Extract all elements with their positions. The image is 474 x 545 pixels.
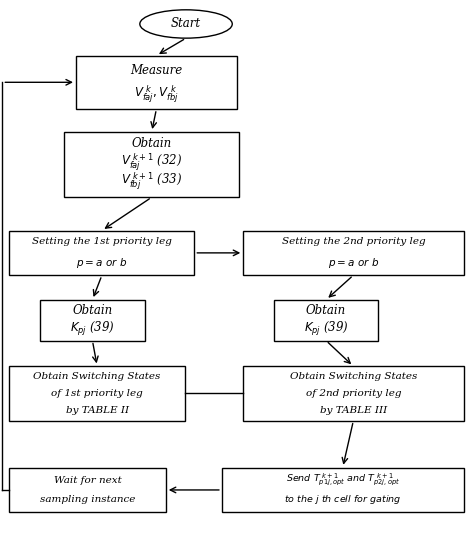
- Text: $V_{faj}^{\ k},V_{fbj}^{\ k}$: $V_{faj}^{\ k},V_{fbj}^{\ k}$: [134, 83, 179, 105]
- Bar: [40, 300, 145, 341]
- Text: Start: Start: [171, 17, 201, 31]
- Text: Obtain: Obtain: [306, 304, 346, 317]
- Text: of 1st priority leg: of 1st priority leg: [51, 389, 143, 398]
- Text: $V_{faj}^{\ k+1}$ (32): $V_{faj}^{\ k+1}$ (32): [121, 151, 182, 173]
- Text: Obtain Switching States: Obtain Switching States: [34, 372, 161, 380]
- Text: $p = a\ or\ b$: $p = a\ or\ b$: [328, 256, 379, 270]
- Text: Obtain Switching States: Obtain Switching States: [290, 372, 417, 380]
- Text: $p = a\ or\ b$: $p = a\ or\ b$: [76, 256, 128, 270]
- Bar: [9, 468, 166, 512]
- Text: $K_{pj}$ (39): $K_{pj}$ (39): [70, 320, 115, 338]
- Bar: [64, 132, 239, 197]
- Bar: [274, 300, 378, 341]
- Text: $Send\ T_{p1j,opt}^{\ k+1}\ and\ T_{p2j,opt}^{\ k+1}$: $Send\ T_{p1j,opt}^{\ k+1}\ and\ T_{p2j,…: [285, 471, 400, 487]
- Text: $to\ the\ j\ th\ cell\ for\ gating$: $to\ the\ j\ th\ cell\ for\ gating$: [284, 493, 401, 506]
- Bar: [76, 56, 237, 109]
- Text: sampling instance: sampling instance: [40, 495, 136, 504]
- Text: Wait for next: Wait for next: [54, 476, 121, 485]
- Text: $K_{pj}$ (39): $K_{pj}$ (39): [304, 320, 348, 338]
- Ellipse shape: [140, 10, 232, 38]
- Text: Measure: Measure: [130, 64, 182, 77]
- Text: by TABLE III: by TABLE III: [320, 407, 387, 415]
- Bar: [9, 366, 185, 421]
- Text: Setting the 1st priority leg: Setting the 1st priority leg: [32, 238, 172, 246]
- Text: $V_{fbj}^{\ k+1}$ (33): $V_{fbj}^{\ k+1}$ (33): [121, 170, 182, 192]
- Bar: [9, 231, 194, 275]
- Text: Obtain: Obtain: [132, 137, 172, 150]
- Text: Setting the 2nd priority leg: Setting the 2nd priority leg: [282, 238, 425, 246]
- Bar: [243, 366, 464, 421]
- Text: by TABLE II: by TABLE II: [65, 407, 129, 415]
- Text: Obtain: Obtain: [73, 304, 112, 317]
- Bar: [222, 468, 464, 512]
- Bar: [243, 231, 464, 275]
- Text: of 2nd priority leg: of 2nd priority leg: [306, 389, 401, 398]
